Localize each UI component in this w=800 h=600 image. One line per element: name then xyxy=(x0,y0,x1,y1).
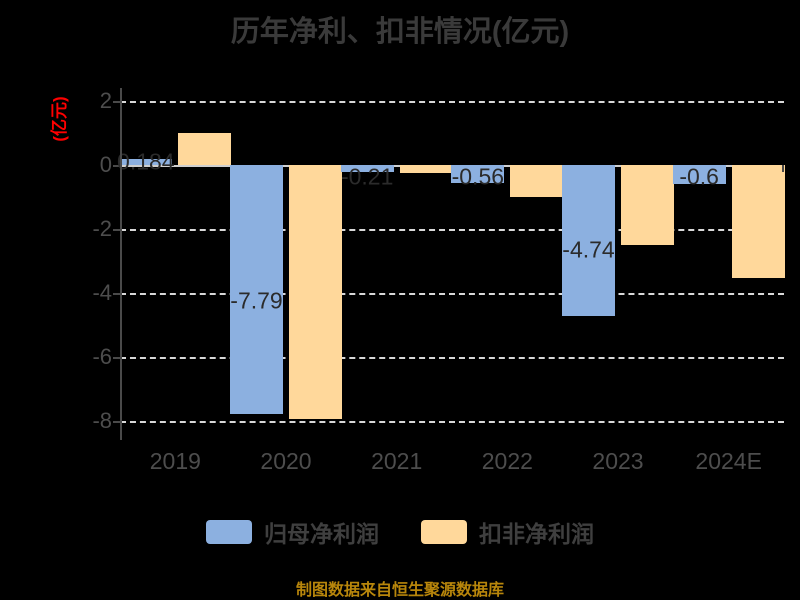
bar-2020-归母净利润[interactable] xyxy=(230,164,283,415)
x-tick-label-2022: 2022 xyxy=(481,448,533,474)
legend-item-归母净利润[interactable]: 归母净利润 xyxy=(206,515,379,549)
y-tick-label: -6 xyxy=(92,343,112,369)
gridline--6 xyxy=(120,356,784,359)
x-tick-label-2020: 2020 xyxy=(260,448,312,474)
x-tick-label-2021: 2021 xyxy=(371,448,423,474)
x-tick-label-2019: 2019 xyxy=(149,448,201,474)
plot-area: 0.184 -7.79 -0.21 -0.56 -4.74 -0.6 xyxy=(113,88,785,440)
y-tick-mark-0 xyxy=(113,164,120,167)
y-tick-label: 2 xyxy=(99,87,112,113)
y-tick-mark--4 xyxy=(113,292,120,295)
y-tick-label: -4 xyxy=(92,279,112,305)
gridline--8 xyxy=(120,420,784,423)
y-tick-mark--8 xyxy=(113,420,120,423)
legend-label: 扣非净利润 xyxy=(479,521,594,547)
bar-2024E-扣非净利润[interactable] xyxy=(731,164,785,279)
bar-2023-归母净利润[interactable] xyxy=(562,164,615,317)
x-tick-mark xyxy=(782,164,784,172)
bar-2024E-归母净利润[interactable] xyxy=(672,164,726,184)
x-axis-tick-labels: 2019 2020 2021 2022 2023 2024E xyxy=(120,448,784,480)
y-tick-mark-2 xyxy=(113,100,120,103)
gridline-2 xyxy=(120,100,784,103)
x-tick-label-2023: 2023 xyxy=(592,448,644,474)
bar-2019-归母净利润[interactable] xyxy=(119,158,173,165)
bar-2019-扣非净利润[interactable] xyxy=(178,132,232,165)
footer-source-note: 制图数据来自恒生聚源数据库 xyxy=(295,582,504,599)
y-tick-label: 0 xyxy=(99,151,112,177)
gridline--2 xyxy=(120,228,784,231)
bar-2023-扣非净利润[interactable] xyxy=(621,164,674,245)
bar-2022-归母净利润[interactable] xyxy=(451,164,505,183)
y-axis-tick-labels: 2 0 -2 -4 -6 -8 xyxy=(62,88,112,440)
gridline--4 xyxy=(120,292,784,295)
bar-2022-扣非净利润[interactable] xyxy=(510,164,564,197)
bar-2020-扣非净利润[interactable] xyxy=(289,164,342,420)
legend-label: 归母净利润 xyxy=(264,521,379,547)
legend-swatch-icon xyxy=(421,520,467,544)
chart-title: 历年净利、扣非情况(亿元) xyxy=(230,16,570,48)
bar-2021-扣非净利润[interactable] xyxy=(399,164,453,174)
x-tick-label-2024E: 2024E xyxy=(695,448,762,474)
y-tick-label: -8 xyxy=(92,407,112,433)
y-tick-mark--2 xyxy=(113,228,120,231)
chart-legend: 归母净利润 扣非净利润 xyxy=(0,515,800,549)
y-tick-mark--6 xyxy=(113,356,120,359)
y-tick-label: -2 xyxy=(92,215,112,241)
legend-item-扣非净利润[interactable]: 扣非净利润 xyxy=(421,515,594,549)
legend-swatch-icon xyxy=(206,520,252,544)
y-axis-spine xyxy=(120,88,122,440)
bar-2021-归母净利润[interactable] xyxy=(340,164,394,172)
